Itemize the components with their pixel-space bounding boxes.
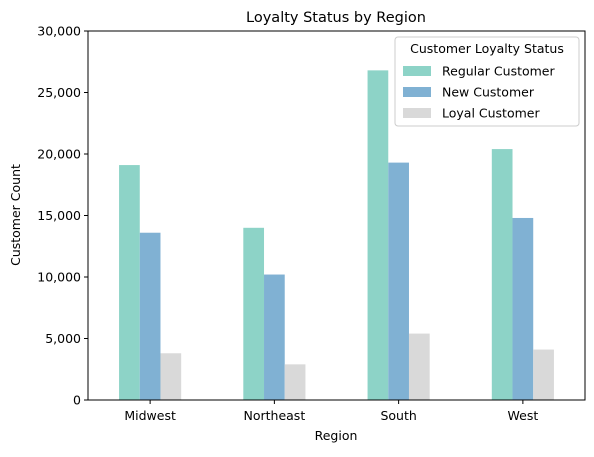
x-tick-label-south: South — [380, 408, 416, 423]
bar-loyal-customer-midwest — [160, 353, 182, 400]
bars-group — [119, 70, 554, 401]
bar-new-customer-northeast — [264, 274, 285, 400]
legend-label-loyal-customer: Loyal Customer — [442, 106, 540, 121]
bar-new-customer-west — [512, 217, 534, 400]
legend-box — [394, 36, 580, 127]
x-axis-label: Region — [315, 428, 358, 443]
y-tick-label: 20,000 — [37, 147, 81, 162]
plot-frame — [87, 30, 586, 401]
y-axis-ticks: 0 5,000 10,000 15,000 20,000 25,000 30,000 — [37, 24, 88, 408]
y-axis-label: Customer Count — [8, 164, 23, 266]
legend-label-regular-customer: Regular Customer — [442, 64, 555, 79]
legend-label-new-customer: New Customer — [442, 85, 535, 100]
y-tick-label: 5,000 — [45, 331, 81, 346]
legend-swatch-new-customer — [403, 87, 431, 97]
y-tick-label: 0 — [73, 393, 81, 408]
bar-loyal-customer-south — [408, 333, 430, 400]
y-tick-label: 10,000 — [37, 270, 81, 285]
bar-new-customer-midwest — [139, 232, 161, 400]
y-tick-label: 15,000 — [37, 208, 81, 223]
legend-swatch-regular-customer — [403, 66, 431, 76]
legend: Customer Loyalty Status Regular Customer N… — [394, 36, 580, 127]
chart-title: Loyalty Status by Region — [246, 10, 426, 26]
x-tick-label-west: West — [508, 408, 539, 423]
legend-swatch-loyal-customer — [403, 108, 431, 118]
bar-regular-customer-west — [491, 149, 513, 400]
bar-new-customer-south — [388, 162, 409, 400]
bar-loyal-customer-west — [533, 349, 554, 400]
y-tick-label: 25,000 — [37, 85, 81, 100]
y-tick-label: 30,000 — [37, 24, 81, 39]
x-axis-ticks: Midwest Northeast South West — [124, 400, 538, 423]
bar-regular-customer-south — [367, 70, 389, 401]
bar-regular-customer-northeast — [243, 227, 265, 400]
bar-regular-customer-midwest — [119, 165, 140, 400]
legend-title: Customer Loyalty Status — [410, 41, 564, 56]
bar-loyal-customer-northeast — [284, 364, 306, 400]
x-tick-label-midwest: Midwest — [124, 408, 176, 423]
x-tick-label-northeast: Northeast — [244, 408, 306, 423]
